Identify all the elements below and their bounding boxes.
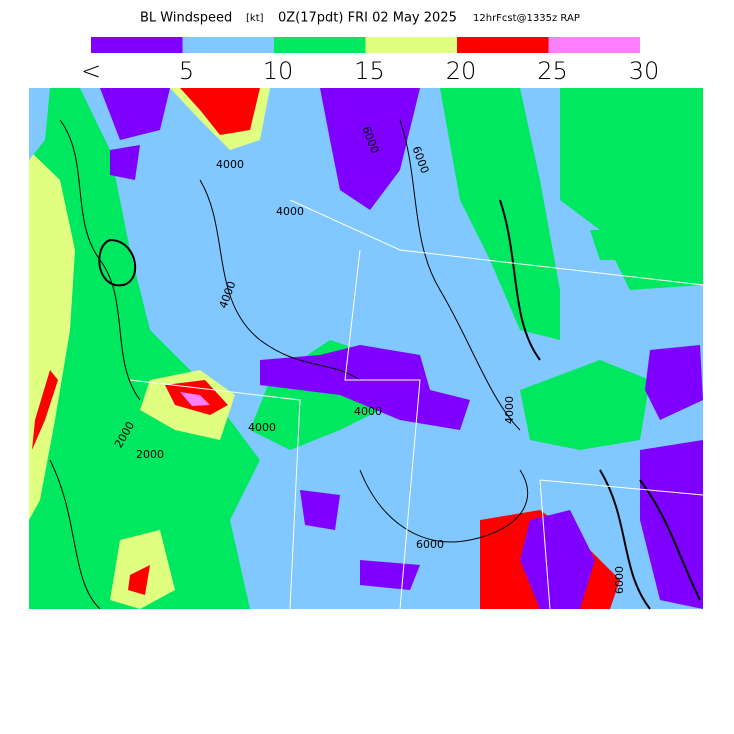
units: [kt] [246, 13, 264, 24]
wind-area [180, 392, 210, 406]
contour [199, 179, 361, 381]
wind-area [110, 145, 140, 180]
wind-area [32, 370, 58, 450]
colorbar-segment [182, 37, 274, 53]
title: BL Windspeed [140, 11, 232, 26]
contour-label: 4000 [354, 405, 382, 418]
contour [359, 469, 529, 543]
state-border [539, 479, 704, 496]
colorbar-segment [548, 37, 640, 53]
wind-area [640, 440, 703, 609]
wind-area [29, 88, 50, 160]
wind-area [300, 490, 340, 530]
contour-label: 4000 [503, 396, 516, 424]
wind-area [645, 345, 703, 420]
wind-area [128, 565, 150, 595]
colorbar-label: 15 [354, 57, 385, 85]
contour [499, 199, 541, 361]
wind-area [440, 88, 560, 340]
contour [599, 469, 651, 610]
colorbar-label: 25 [537, 57, 568, 85]
contour-label: 4000 [248, 421, 276, 434]
state-border [344, 249, 421, 610]
wind-area [520, 360, 650, 450]
colorbar-segment [365, 37, 457, 53]
contour [98, 238, 137, 287]
wind-area [360, 560, 420, 590]
valid-time: 0Z(17pdt) FRI 02 May 2025 [278, 11, 457, 26]
wind-area [520, 510, 595, 609]
contour-label: 6000 [416, 538, 444, 551]
wind-area [320, 88, 420, 210]
colorbar-label: < [81, 57, 101, 85]
wind-area [29, 88, 260, 609]
colorbar-segment [91, 37, 183, 53]
contour [639, 479, 701, 601]
colorbar-label: 20 [446, 57, 477, 85]
contour-label: 4000 [276, 205, 304, 218]
colorbar-label: 5 [179, 57, 194, 85]
colorbar-segment [457, 37, 549, 53]
colorbar: <5 10 15 20 25 30 [81, 37, 659, 85]
contour-label: 6000 [613, 566, 626, 594]
wind-area [100, 88, 170, 140]
contour [399, 119, 521, 431]
map [29, 88, 704, 610]
forecast-info: 12hrFcst@1335z RAP [473, 13, 580, 24]
state-border [539, 479, 551, 610]
contour-label: 2000 [136, 448, 164, 461]
contour [49, 459, 101, 610]
wind-area [560, 88, 703, 290]
contour-label: 4000 [216, 158, 244, 171]
colorbar-segment [274, 37, 366, 53]
wind-area [180, 88, 260, 135]
state-border [129, 379, 301, 610]
colorbar-label: 30 [629, 57, 660, 85]
colorbar-label: 10 [263, 57, 294, 85]
wind-area [590, 230, 650, 260]
state-border [289, 199, 704, 286]
